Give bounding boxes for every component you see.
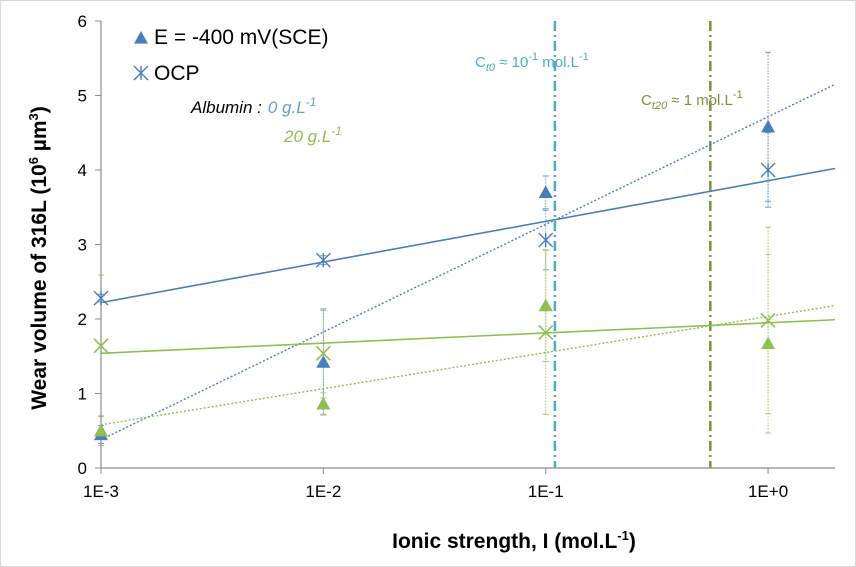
marker-stroke: [760, 312, 776, 329]
y-tick-label: 4: [78, 161, 87, 180]
data-point-asterisk: [760, 162, 776, 178]
x-tick-label: 1E+0: [748, 482, 788, 501]
ct0-label: Ct0 ≈ 10-1 mol.L-1: [475, 51, 589, 74]
albumin-annotation: Albumin :0 g.L-1 20 g.L-1: [190, 95, 342, 146]
trend-line: [100, 83, 836, 441]
data-point-triangle: [316, 355, 331, 368]
axes: 0 1 2 3 4 5 6 1E-3 1E-2 1E-1 1E+0: [78, 12, 835, 501]
legend-marker-triangle: [134, 31, 148, 44]
data-point-x: [538, 324, 554, 340]
legend-marker-asterisk: [133, 65, 149, 81]
legend-label-ocp: OCP: [154, 62, 200, 85]
trend-line: [100, 304, 836, 426]
data-point-triangle: [538, 298, 553, 312]
data-point-asterisk: [93, 290, 109, 306]
legend: E = -400 mV(SCE) OCP: [133, 26, 328, 85]
x-tick-label: 1E-1: [528, 482, 564, 501]
data-point-triangle: [761, 336, 776, 350]
data-point-asterisk: [538, 232, 554, 248]
x-tick-label: 1E-3: [83, 482, 119, 501]
albumin-20-label: 20 g.L-1: [283, 124, 342, 146]
y-tick-label: 3: [78, 236, 87, 255]
y-tick-label: 5: [78, 87, 87, 106]
data-point-x: [93, 338, 109, 354]
trend-line: [100, 318, 836, 355]
legend-label-triangle: E = -400 mV(SCE): [154, 26, 328, 49]
data-points: [93, 119, 776, 441]
legend-asterisk-icon: [133, 65, 149, 81]
data-point-triangle: [761, 119, 776, 133]
albumin-prefix: Albumin :0 g.L-1: [190, 95, 316, 117]
trend-lines: [100, 83, 836, 441]
trend-line: [100, 167, 836, 304]
y-axis-title: Wear volume of 316L (106 µm3): [26, 106, 51, 410]
data-point-triangle: [94, 423, 108, 437]
y-tick-label: 2: [78, 310, 87, 329]
data-point-triangle: [316, 396, 331, 410]
data-point-triangle: [538, 185, 553, 198]
y-tick-label: 0: [78, 459, 87, 478]
marker-stroke: [315, 345, 331, 361]
data-point-asterisk: [315, 252, 331, 268]
marker-stroke: [93, 338, 109, 354]
y-tick-label: 1: [78, 385, 87, 404]
y-tick-label: 6: [78, 12, 87, 31]
marker-stroke: [538, 324, 554, 340]
ct20-label: Ct20 ≈ 1 mol.L-1: [641, 89, 743, 112]
x-axis-title: Ionic strength, I (mol.L-1): [392, 528, 636, 553]
data-point-x: [760, 312, 776, 329]
x-tick-label: 1E-2: [305, 482, 341, 501]
threshold-lines: [553, 21, 712, 468]
legend-triangle-icon: [134, 31, 148, 44]
data-point-x: [315, 345, 331, 361]
